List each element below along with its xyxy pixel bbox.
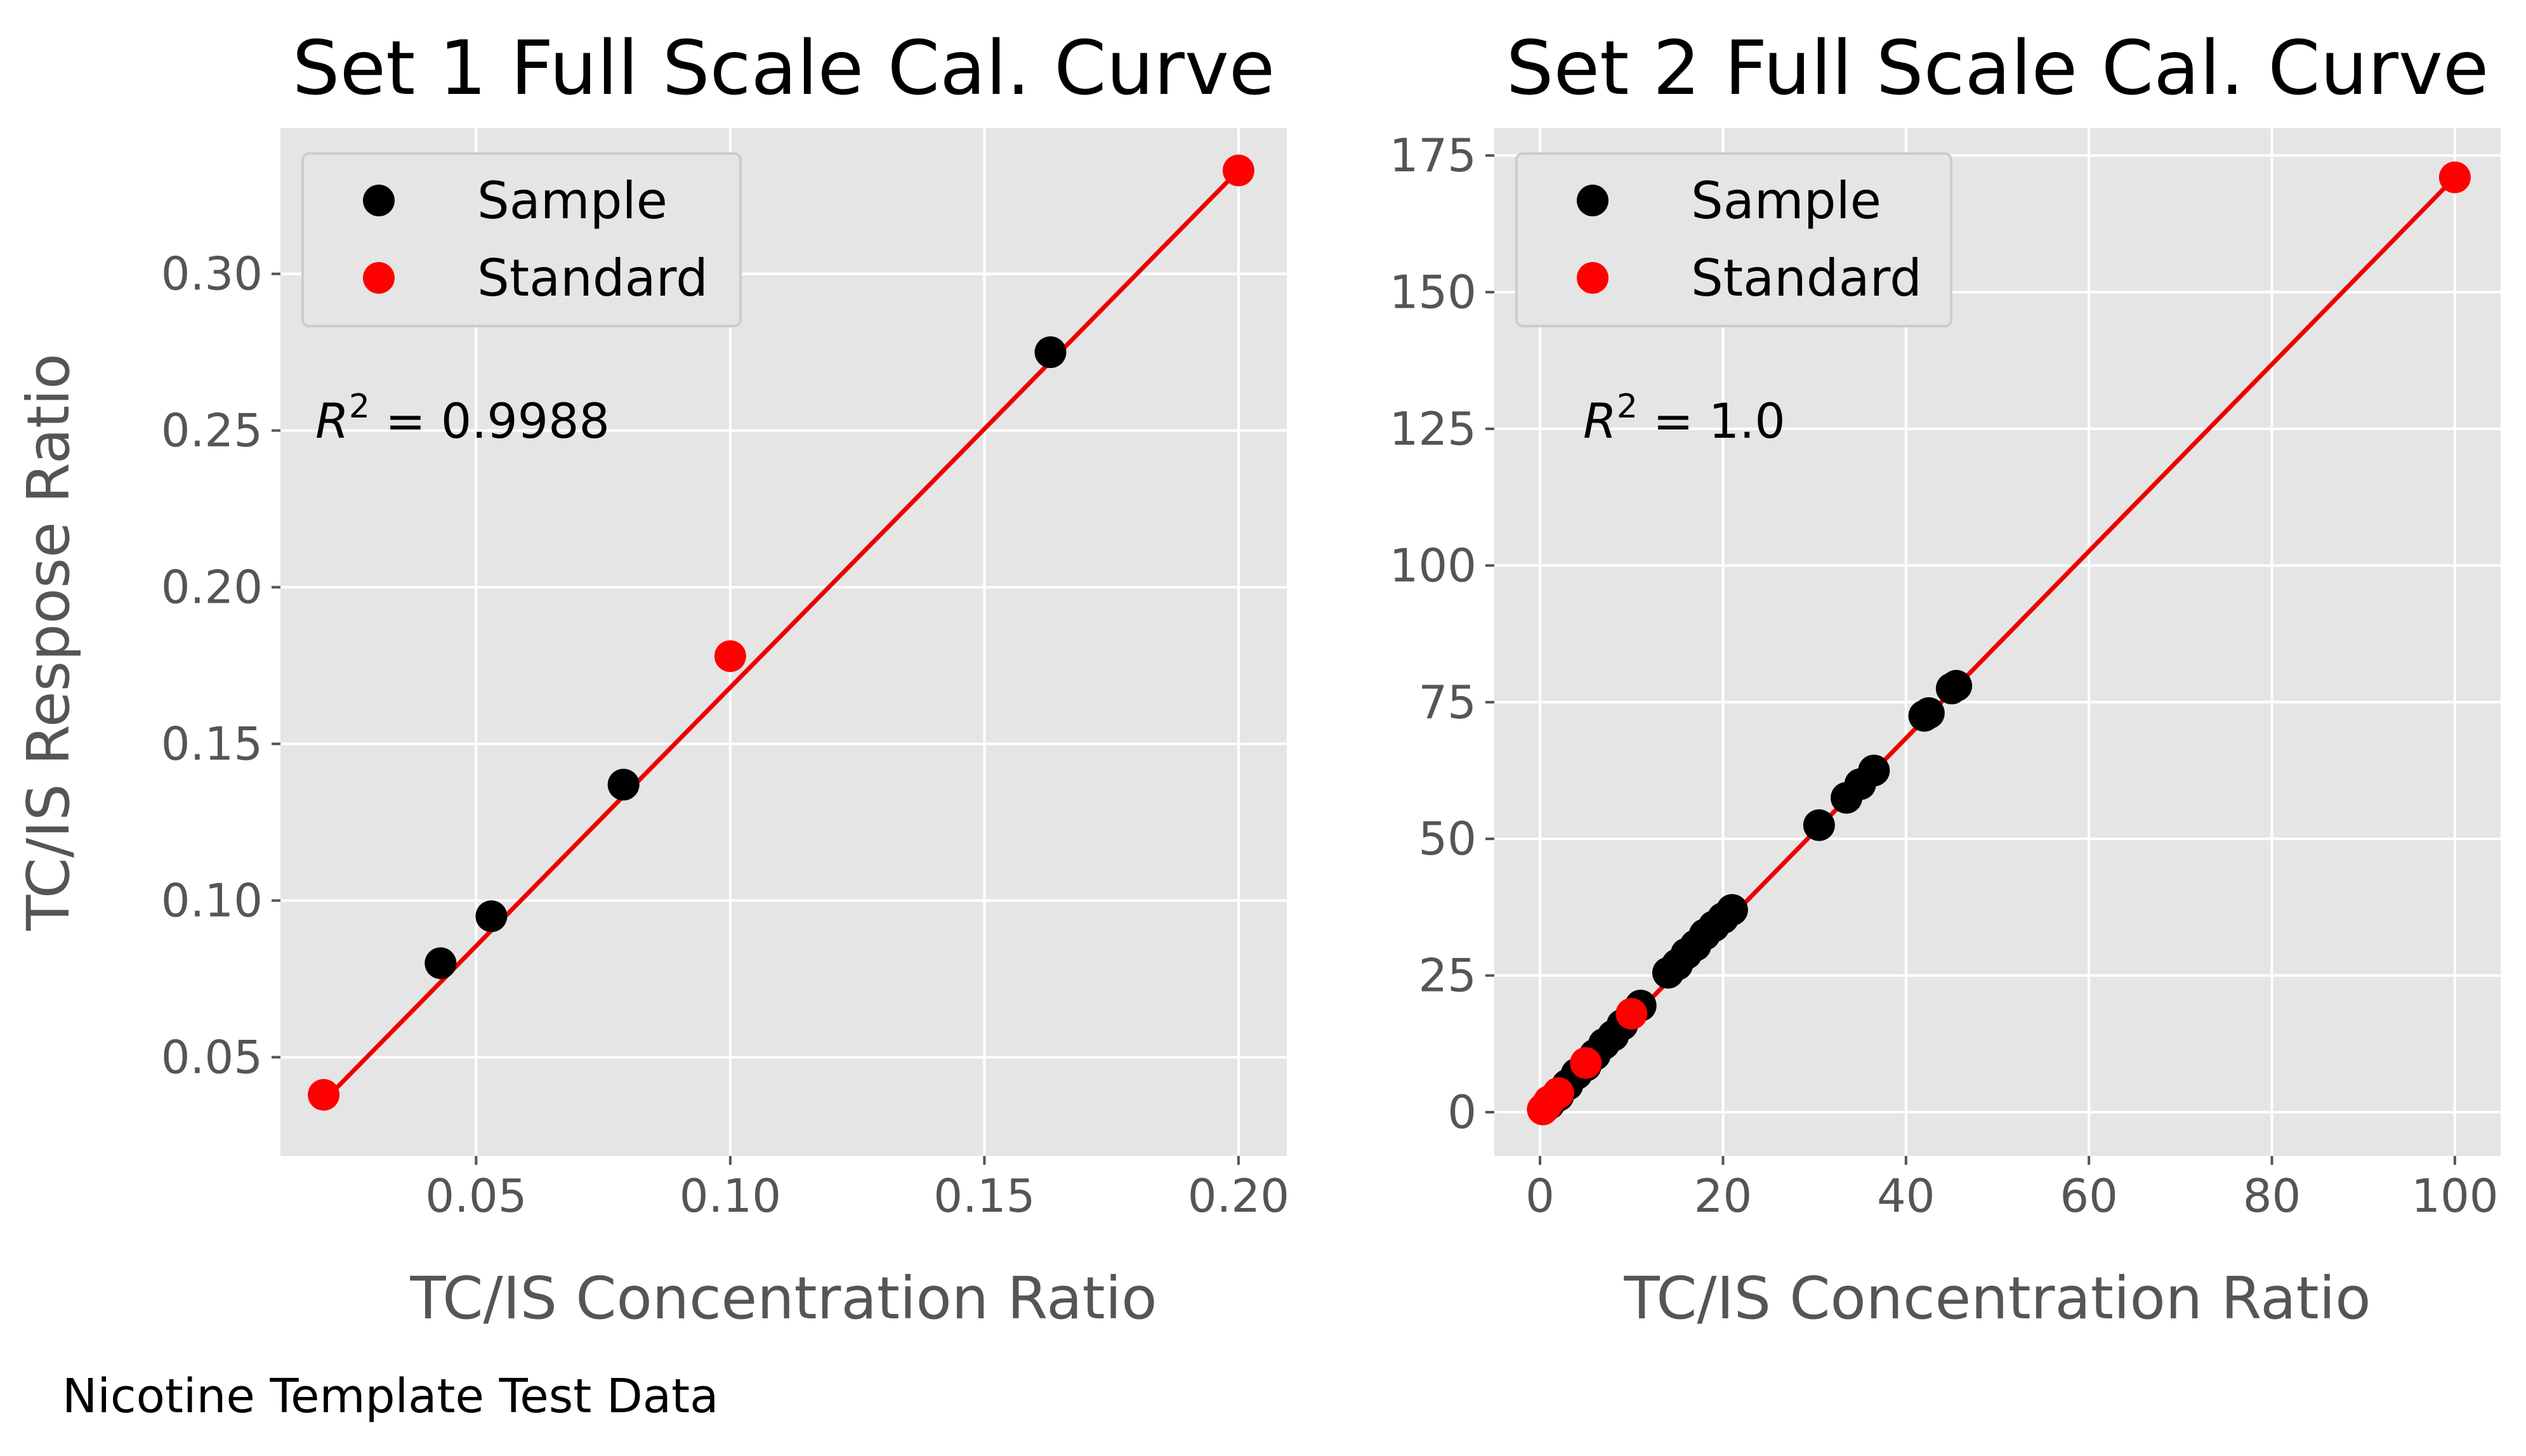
r-symbol: R — [1583, 393, 1617, 449]
y-tick-label: 0.30 — [161, 247, 263, 301]
chart-set2: 0 20 40 60 80 100 0 25 50 75 100 125 150 175 Set 2 Fu… — [1390, 24, 2501, 1332]
standard-point — [1570, 1047, 1602, 1079]
fit-line-set1 — [322, 169, 1240, 1103]
x-tick-label: 0 — [1525, 1169, 1555, 1223]
legend-marker-sample — [363, 185, 395, 216]
y-tick-label: 75 — [1418, 676, 1477, 729]
sample-point — [1034, 336, 1067, 369]
legend-label-standard: Standard — [1691, 249, 1922, 308]
sample-point — [607, 768, 640, 801]
legend-marker-standard — [1577, 262, 1608, 294]
sample-point — [1716, 894, 1748, 926]
sample-point — [475, 900, 508, 933]
x-tick-label: 20 — [1694, 1169, 1753, 1223]
y-tick-label: 175 — [1390, 129, 1477, 182]
y-tick-label: 0 — [1447, 1085, 1477, 1139]
x-tick-label: 100 — [2411, 1169, 2498, 1223]
y-tick-label: 50 — [1418, 812, 1477, 865]
chart-title-set2: Set 2 Full Scale Cal. Curve — [1506, 24, 2489, 112]
standard-point — [2438, 161, 2471, 193]
ticks-set2: 0 20 40 60 80 100 0 25 50 75 100 125 150 175 — [1390, 129, 2499, 1223]
sample-point — [1912, 697, 1945, 730]
x-tick-label: 40 — [1877, 1169, 1935, 1223]
grid-set2 — [1494, 128, 2501, 1156]
x-tick-label: 0.15 — [933, 1169, 1035, 1223]
y-tick-label: 0.10 — [161, 874, 263, 927]
points-set1 — [308, 154, 1254, 1111]
sample-point — [1858, 754, 1890, 787]
r-value: = 1.0 — [1638, 393, 1786, 449]
r-symbol: R — [315, 393, 349, 449]
legend-set2: Sample Standard — [1515, 152, 1952, 327]
y-tick-label: 150 — [1390, 266, 1477, 319]
sample-point — [1940, 669, 1973, 702]
sample-point — [1803, 809, 1835, 841]
standard-point — [1222, 154, 1254, 187]
legend-set1: Sample Standard — [301, 152, 742, 327]
y-tick-label: 0.05 — [161, 1030, 263, 1084]
legend-label-sample: Sample — [477, 171, 668, 230]
sample-point — [424, 947, 457, 980]
y-tick-label: 0.20 — [161, 561, 263, 614]
x-tick-label: 0.20 — [1188, 1169, 1289, 1223]
y-tick-label: 0.25 — [161, 404, 263, 457]
x-tick-label: 0.10 — [680, 1169, 781, 1223]
legend-frame — [301, 152, 742, 327]
standard-point — [1542, 1077, 1574, 1109]
x-axis-label-set2: TC/IS Concentration Ratio — [1623, 1264, 2371, 1332]
ticks-set1: 0.05 0.10 0.15 0.20 0.05 0.10 0.15 0.20 0.25 0.30 — [161, 247, 1289, 1223]
points-set2 — [1527, 161, 2471, 1125]
legend-label-standard: Standard — [477, 249, 708, 308]
y-tick-label: 125 — [1390, 402, 1477, 456]
legend-marker-standard — [363, 262, 395, 294]
x-tick-label: 0.05 — [425, 1169, 527, 1223]
y-tick-label: 100 — [1390, 539, 1477, 592]
standard-point — [308, 1079, 340, 1111]
x-tick-label: 60 — [2060, 1169, 2118, 1223]
y-tick-label: 25 — [1418, 949, 1477, 1002]
r-squared-annotation-set1: R2 = 0.9988 — [315, 388, 610, 449]
figure-caption: Nicotine Template Test Data — [62, 1369, 719, 1424]
y-tick-label: 0.15 — [161, 718, 263, 771]
x-axis-label-set1: TC/IS Concentration Ratio — [409, 1264, 1157, 1332]
chart-set1: 0.05 0.10 0.15 0.20 0.05 0.10 0.15 0.20 0.25 0.30… — [15, 24, 1289, 1332]
r-squared-annotation-set2: R2 = 1.0 — [1583, 388, 1786, 449]
legend-marker-sample — [1577, 185, 1608, 216]
y-axis-label-set1: TC/IS Respose Ratio — [15, 353, 82, 931]
chart-title-set1: Set 1 Full Scale Cal. Curve — [293, 24, 1275, 112]
r-exponent: 2 — [1617, 388, 1638, 426]
r-value: = 0.9988 — [370, 393, 610, 449]
legend-label-sample: Sample — [1691, 171, 1881, 230]
standard-point — [1615, 997, 1648, 1030]
r-exponent: 2 — [349, 388, 370, 426]
standard-point — [714, 640, 746, 672]
x-tick-label: 80 — [2243, 1169, 2301, 1223]
legend-frame — [1515, 152, 1952, 327]
regression-line — [322, 169, 1240, 1103]
